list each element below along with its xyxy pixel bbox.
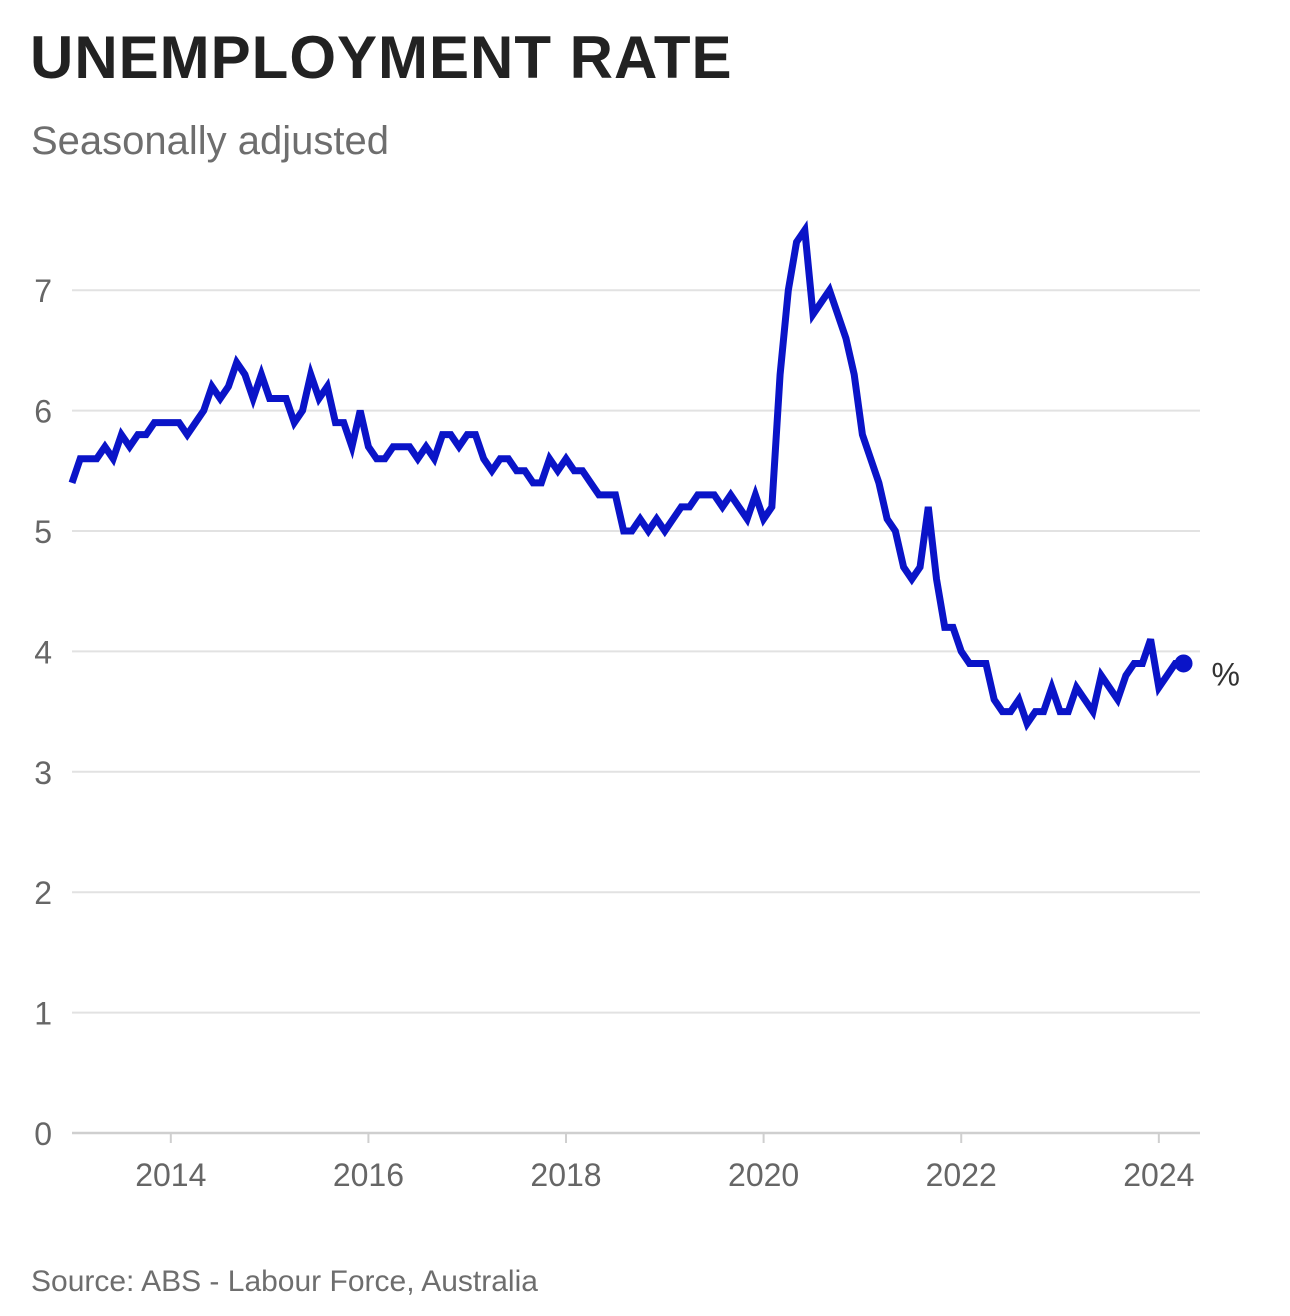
line-chart: 0 1 2 3 4 5 6 7 2014 2016 2018 2020 2022 2024 % <box>34 220 1240 1193</box>
y-tick-label: 3 <box>34 755 52 791</box>
y-tick-label: 6 <box>34 394 52 430</box>
x-tick-label: 2022 <box>926 1157 997 1193</box>
chart-subtitle: Seasonally adjusted <box>31 119 390 163</box>
chart-title: UNEMPLOYMENT RATE <box>30 24 733 91</box>
unit-label: % <box>1212 656 1240 692</box>
y-tick-label: 7 <box>34 273 52 309</box>
y-tick-label: 4 <box>34 634 52 670</box>
y-tick-label: 2 <box>34 875 52 911</box>
y-tick-label: 0 <box>34 1116 52 1152</box>
gridlines <box>72 289 1200 1135</box>
y-tick-label: 5 <box>34 514 52 550</box>
series-line <box>68 220 1184 732</box>
x-tick-label: 2018 <box>530 1157 601 1193</box>
series-end-point <box>1174 654 1193 673</box>
x-axis-ticks: 2014 2016 2018 2020 2022 2024 <box>135 1133 1194 1193</box>
x-tick-label: 2024 <box>1123 1157 1194 1193</box>
x-tick-label: 2016 <box>333 1157 404 1193</box>
y-axis-ticks: 0 1 2 3 4 5 6 7 <box>34 273 52 1152</box>
x-tick-label: 2014 <box>135 1157 206 1193</box>
source-note: Source: ABS - Labour Force, Australia <box>31 1265 538 1298</box>
series-layer <box>68 220 1193 732</box>
x-tick-label: 2020 <box>728 1157 799 1193</box>
y-tick-label: 1 <box>34 996 52 1032</box>
